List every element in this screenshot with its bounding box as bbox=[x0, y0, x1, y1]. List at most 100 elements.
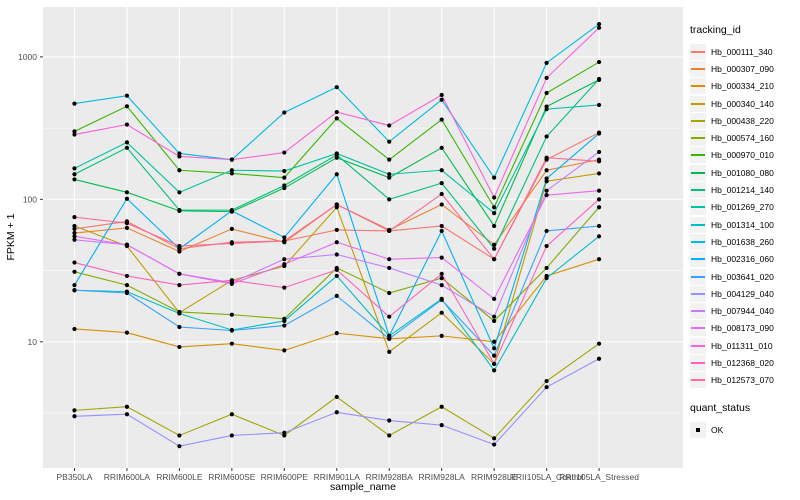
legend-label: Hb_001314_100 bbox=[711, 219, 774, 230]
legend-label: Hb_007944_040 bbox=[711, 306, 774, 317]
data-point bbox=[282, 168, 287, 174]
x-tick-label: RRIM600PE bbox=[261, 472, 309, 482]
data-point bbox=[492, 257, 497, 262]
data-point bbox=[229, 412, 234, 417]
legend-line-swatch bbox=[691, 292, 705, 295]
data-point bbox=[229, 226, 234, 232]
legend-label: Hb_000307_090 bbox=[711, 63, 774, 74]
y-tick-label: 100 bbox=[23, 194, 37, 204]
legend-label: Hb_000574_160 bbox=[711, 133, 774, 144]
data-point bbox=[492, 368, 497, 373]
data-point bbox=[492, 242, 497, 247]
legend-label: Hb_004129_040 bbox=[711, 288, 774, 299]
legend-line-swatch bbox=[691, 327, 705, 330]
data-point bbox=[282, 235, 287, 240]
data-point bbox=[282, 430, 287, 435]
x-tick-label: RRII105LA_Control bbox=[510, 472, 584, 482]
data-point bbox=[544, 75, 549, 81]
data-point bbox=[596, 234, 602, 239]
data-point bbox=[72, 172, 77, 177]
legend-key-line bbox=[690, 147, 706, 164]
x-tick-label: RRII105LA_Stressed bbox=[559, 472, 639, 482]
data-point bbox=[177, 324, 182, 330]
data-point bbox=[124, 122, 130, 127]
legend-item-Hb_001314_100: Hb_001314_100 bbox=[690, 216, 798, 233]
legend-item-Hb_000111_340: Hb_000111_340 bbox=[690, 43, 798, 60]
data-point bbox=[72, 414, 77, 419]
data-point bbox=[544, 378, 549, 384]
x-tick-label: RRIM928BA bbox=[366, 472, 414, 482]
legend-item-Hb_003641_020: Hb_003641_020 bbox=[690, 268, 798, 285]
data-point bbox=[387, 349, 392, 354]
data-point bbox=[596, 341, 602, 346]
legend-label: Hb_011311_010 bbox=[711, 340, 773, 351]
data-point bbox=[492, 246, 497, 251]
data-point bbox=[439, 271, 444, 276]
data-point bbox=[72, 326, 77, 332]
legend-item-Hb_000438_220: Hb_000438_220 bbox=[690, 112, 798, 129]
data-point bbox=[492, 361, 497, 366]
data-point bbox=[544, 176, 549, 181]
data-point bbox=[124, 145, 130, 150]
data-point bbox=[387, 336, 392, 341]
data-point bbox=[72, 260, 77, 265]
data-point bbox=[387, 418, 392, 423]
data-point bbox=[387, 290, 392, 296]
data-point bbox=[72, 234, 77, 239]
legend-line-swatch bbox=[691, 189, 705, 192]
data-point bbox=[334, 85, 339, 90]
legend-label: Hb_012573_070 bbox=[711, 375, 774, 386]
data-point bbox=[229, 433, 234, 438]
data-point bbox=[596, 25, 602, 30]
legend-line-swatch bbox=[691, 119, 705, 122]
data-point bbox=[282, 262, 287, 267]
data-point bbox=[596, 257, 602, 262]
x-tick-label: RRIM901LA bbox=[314, 472, 361, 482]
legend-title-quant-status: quant_status bbox=[690, 401, 751, 414]
data-point bbox=[387, 228, 392, 234]
data-point bbox=[492, 318, 497, 324]
data-point bbox=[229, 168, 234, 173]
legend-key-line bbox=[690, 43, 706, 60]
legend-title-tracking-id: tracking_id bbox=[690, 24, 741, 36]
legend-key-line bbox=[690, 268, 706, 285]
data-point bbox=[72, 129, 77, 134]
data-point bbox=[387, 433, 392, 438]
data-point bbox=[334, 394, 339, 400]
legend-line-swatch bbox=[691, 85, 705, 88]
data-point bbox=[387, 175, 392, 180]
legend-item-Hb_000970_010: Hb_000970_010 bbox=[690, 147, 798, 164]
data-point bbox=[282, 257, 287, 262]
legend-label: Hb_003641_020 bbox=[711, 271, 774, 282]
legend-panel: tracking_id Hb_000111_340 Hb_000307_090 Hb… bbox=[690, 24, 798, 438]
data-point bbox=[229, 312, 234, 317]
data-point bbox=[177, 168, 182, 173]
x-tick-label: RRIM928LA bbox=[419, 472, 466, 482]
data-point bbox=[72, 237, 77, 242]
data-point bbox=[492, 211, 497, 216]
data-point bbox=[177, 154, 182, 159]
data-point bbox=[596, 131, 602, 136]
legend-line-swatch bbox=[691, 223, 705, 226]
legend-key-line bbox=[690, 354, 706, 371]
data-point bbox=[124, 104, 130, 109]
data-point bbox=[177, 282, 182, 288]
legend-line-swatch bbox=[691, 171, 705, 174]
data-point bbox=[282, 348, 287, 353]
data-point bbox=[439, 117, 444, 122]
legend-line-swatch bbox=[691, 379, 705, 382]
legend-key-line bbox=[690, 303, 706, 320]
data-point bbox=[124, 140, 130, 145]
data-point bbox=[282, 285, 287, 290]
data-point bbox=[387, 333, 392, 338]
data-point bbox=[229, 281, 234, 286]
data-point bbox=[387, 314, 392, 319]
legend-label: Hb_000340_140 bbox=[711, 98, 774, 109]
data-point bbox=[334, 116, 339, 121]
data-point bbox=[282, 150, 287, 155]
data-point bbox=[282, 238, 287, 244]
data-point bbox=[439, 92, 444, 98]
data-point bbox=[387, 172, 392, 177]
data-point bbox=[492, 205, 497, 210]
legend-item-Hb_000334_210: Hb_000334_210 bbox=[690, 78, 798, 95]
